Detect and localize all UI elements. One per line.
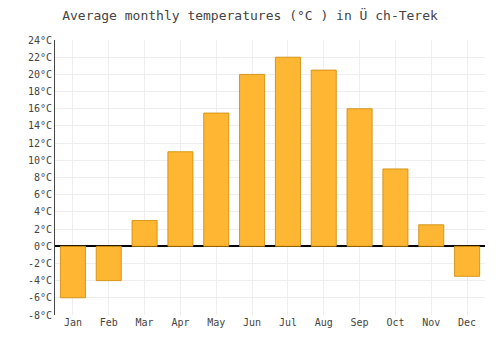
- svg-text:Oct: Oct: [386, 317, 404, 328]
- svg-text:4°C: 4°C: [34, 206, 52, 217]
- svg-text:-2°C: -2°C: [28, 258, 52, 269]
- svg-text:12°C: 12°C: [28, 138, 52, 149]
- svg-text:Mar: Mar: [136, 317, 154, 328]
- svg-text:Jul: Jul: [279, 317, 297, 328]
- svg-text:16°C: 16°C: [28, 103, 52, 114]
- svg-text:2°C: 2°C: [34, 224, 52, 235]
- svg-text:Average monthly temperatures (: Average monthly temperatures (°C ) in Ü …: [62, 7, 438, 23]
- svg-text:-6°C: -6°C: [28, 292, 52, 303]
- svg-text:May: May: [207, 317, 225, 328]
- svg-text:Jun: Jun: [243, 317, 261, 328]
- svg-text:10°C: 10°C: [28, 155, 52, 166]
- svg-text:Nov: Nov: [422, 317, 440, 328]
- svg-text:-4°C: -4°C: [28, 275, 52, 286]
- svg-text:Sep: Sep: [351, 317, 369, 328]
- svg-text:Dec: Dec: [458, 317, 476, 328]
- svg-text:6°C: 6°C: [34, 189, 52, 200]
- svg-text:0°C: 0°C: [34, 241, 52, 252]
- svg-text:22°C: 22°C: [28, 52, 52, 63]
- svg-text:14°C: 14°C: [28, 120, 52, 131]
- svg-text:Jan: Jan: [64, 317, 82, 328]
- svg-text:-8°C: -8°C: [28, 310, 52, 321]
- svg-text:Feb: Feb: [100, 317, 118, 328]
- svg-text:Aug: Aug: [315, 317, 333, 328]
- svg-text:18°C: 18°C: [28, 86, 52, 97]
- svg-text:Apr: Apr: [171, 317, 189, 328]
- svg-text:24°C: 24°C: [28, 35, 52, 46]
- svg-text:20°C: 20°C: [28, 69, 52, 80]
- svg-text:8°C: 8°C: [34, 172, 52, 183]
